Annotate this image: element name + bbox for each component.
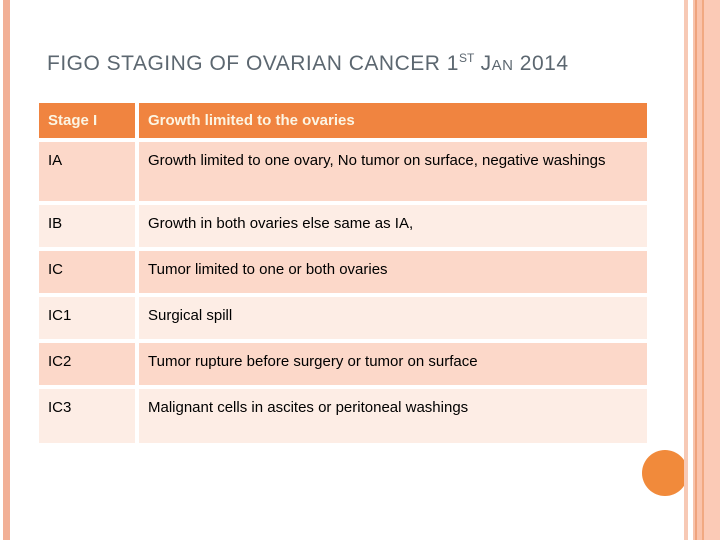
description-cell: Tumor rupture before surgery or tumor on… bbox=[139, 343, 647, 385]
stage-cell: IC3 bbox=[39, 389, 135, 443]
stage-cell: IB bbox=[39, 205, 135, 247]
right-edge-stripe bbox=[697, 0, 702, 540]
right-edge-stripe bbox=[695, 0, 697, 540]
slide-title: FIGO STAGING OF OVARIAN CANCER 1ST Jan 2… bbox=[47, 52, 569, 76]
right-edge-stripe bbox=[704, 0, 720, 540]
description-cell: Growth in both ovaries else same as IA, bbox=[139, 205, 647, 247]
table-row: IA Growth limited to one ovary, No tumor… bbox=[39, 142, 647, 201]
right-edge-stripe bbox=[693, 0, 695, 540]
table-row: IB Growth in both ovaries else same as I… bbox=[39, 205, 647, 247]
stage-cell: IA bbox=[39, 142, 135, 201]
table-row: IC2 Tumor rupture before surgery or tumo… bbox=[39, 343, 647, 385]
description-cell: Surgical spill bbox=[139, 297, 647, 339]
stage-cell: IC2 bbox=[39, 343, 135, 385]
stage-header-cell: Stage I bbox=[39, 103, 135, 138]
right-edge-stripe bbox=[702, 0, 704, 540]
description-cell: Growth limited to one ovary, No tumor on… bbox=[139, 142, 647, 201]
table-row: IC3 Malignant cells in ascites or perito… bbox=[39, 389, 647, 443]
right-edge-stripe bbox=[684, 0, 688, 540]
stage-cell: IC1 bbox=[39, 297, 135, 339]
title-ordinal: ST bbox=[458, 51, 475, 65]
description-cell: Malignant cells in ascites or peritoneal… bbox=[139, 389, 647, 443]
staging-table: Stage I Growth limited to the ovaries IA… bbox=[39, 103, 647, 447]
table-header-row: Stage I Growth limited to the ovaries bbox=[39, 103, 647, 138]
stage-cell: IC bbox=[39, 251, 135, 293]
left-edge-stripe bbox=[3, 0, 10, 540]
title-date: Jan 2014 bbox=[474, 52, 569, 75]
table-row: IC1 Surgical spill bbox=[39, 297, 647, 339]
table-row: IC Tumor limited to one or both ovaries bbox=[39, 251, 647, 293]
title-main: FIGO STAGING OF OVARIAN CANCER 1 bbox=[47, 52, 459, 75]
description-header-cell: Growth limited to the ovaries bbox=[139, 103, 647, 138]
description-cell: Tumor limited to one or both ovaries bbox=[139, 251, 647, 293]
accent-circle bbox=[642, 450, 688, 496]
